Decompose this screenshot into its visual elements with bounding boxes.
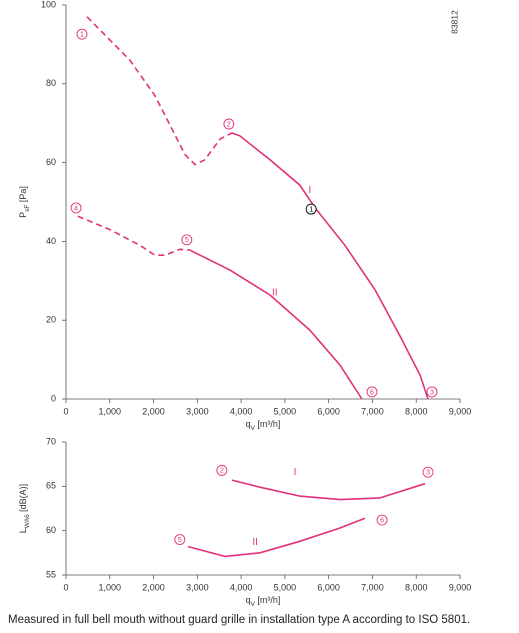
marker-label: 2 xyxy=(227,121,231,128)
marker xyxy=(376,514,388,526)
marker xyxy=(70,202,82,214)
y-label-main: L xyxy=(18,528,28,533)
x-tick-label: 0 xyxy=(63,582,68,592)
curve xyxy=(231,132,429,400)
y-tick-label: 60 xyxy=(46,157,56,167)
marker-label: 2 xyxy=(220,468,224,475)
marker-label: 1 xyxy=(80,31,84,38)
y-tick-label: 40 xyxy=(46,236,56,246)
y-tick-label: 70 xyxy=(46,436,56,446)
x-tick-label: 2,000 xyxy=(142,582,165,592)
marker-label: 5 xyxy=(185,237,189,244)
x-tick-label: 7,000 xyxy=(361,582,384,592)
curve xyxy=(77,215,190,256)
x-tick-label: 1,000 xyxy=(99,582,122,592)
x-tick-label: 2,000 xyxy=(142,406,165,416)
curve-label: I xyxy=(294,467,297,478)
curve xyxy=(189,249,363,400)
marker xyxy=(223,118,235,130)
marker xyxy=(426,386,438,398)
x-tick-label: 8,000 xyxy=(405,406,428,416)
y-axis-label: LWA6 [dB(A)] xyxy=(18,484,30,533)
y-label-unit: [dB(A)] xyxy=(18,484,28,515)
y-tick-label: 55 xyxy=(46,569,56,579)
curve xyxy=(86,16,233,166)
x-tick-label: 5,000 xyxy=(274,582,297,592)
x-tick-label: 3,000 xyxy=(186,582,209,592)
x-tick-label: 9,000 xyxy=(449,582,472,592)
x-tick-label: 5,000 xyxy=(274,406,297,416)
marker xyxy=(305,203,317,215)
x-label-main: q xyxy=(246,595,251,605)
curve xyxy=(187,517,366,558)
marker-label: 5 xyxy=(178,537,182,544)
x-tick-label: 0 xyxy=(63,406,68,416)
marker xyxy=(366,386,378,398)
marker-label: 6 xyxy=(370,389,374,396)
y-label-sub: WA6 xyxy=(24,514,31,528)
marker-label: 3 xyxy=(426,469,430,476)
x-tick-label: 6,000 xyxy=(317,582,340,592)
y-tick-label: 80 xyxy=(46,78,56,88)
y-axis-label: PsF [Pa] xyxy=(18,186,30,218)
x-tick-label: 3,000 xyxy=(186,406,209,416)
marker-label: 1 xyxy=(309,206,313,213)
x-tick-label: 8,000 xyxy=(405,582,428,592)
curve-label: I xyxy=(308,185,311,196)
y-tick-label: 20 xyxy=(46,315,56,325)
y-label-sub: sF xyxy=(24,205,31,212)
x-tick-label: 4,000 xyxy=(230,406,253,416)
x-tick-label: 6,000 xyxy=(317,406,340,416)
marker xyxy=(181,234,193,246)
x-axis-label: qV [m³/h] xyxy=(246,419,281,431)
x-axis-label: qV [m³/h] xyxy=(246,595,281,607)
marker xyxy=(76,28,88,40)
curve-label: II xyxy=(252,537,258,548)
y-label-main: P xyxy=(18,212,28,218)
x-tick-label: 4,000 xyxy=(230,582,253,592)
curve xyxy=(231,479,426,501)
marker xyxy=(174,534,186,545)
id-code: 83812 xyxy=(449,10,459,34)
x-label-sub: V xyxy=(251,601,256,608)
marker xyxy=(422,466,434,478)
x-tick-label: 9,000 xyxy=(449,406,472,416)
x-label-sub: V xyxy=(251,425,256,432)
y-tick-label: 65 xyxy=(46,481,56,491)
x-label-unit: [m³/h] xyxy=(255,595,281,605)
marker-label: 4 xyxy=(74,205,78,212)
x-tick-label: 7,000 xyxy=(361,406,384,416)
marker-label: 6 xyxy=(380,517,384,524)
x-label-main: q xyxy=(246,419,251,429)
y-tick-label: 100 xyxy=(41,0,56,9)
x-label-unit: [m³/h] xyxy=(255,419,281,429)
footnote: Measured in full bell mouth without guar… xyxy=(8,614,470,626)
y-tick-label: 60 xyxy=(46,525,56,535)
x-tick-label: 1,000 xyxy=(99,406,122,416)
y-tick-label: 0 xyxy=(51,393,56,403)
marker xyxy=(216,464,228,476)
y-label-unit: [Pa] xyxy=(18,186,28,205)
curve-label: II xyxy=(272,287,278,298)
marker-label: 3 xyxy=(430,389,434,396)
